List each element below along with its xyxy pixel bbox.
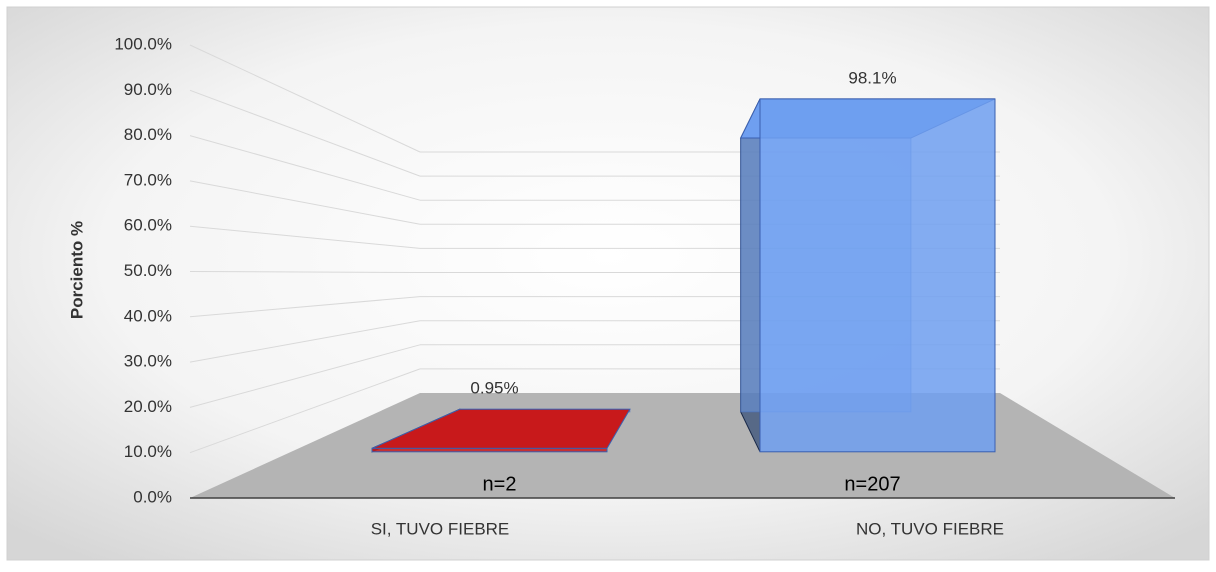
grid-line [189, 296, 421, 318]
y-tick-label: 40.0% [124, 306, 172, 325]
grid-line [189, 44, 421, 153]
x-tick-label: NO, TUVO FIEBRE [856, 519, 1004, 538]
y-tick-label: 0.0% [133, 487, 172, 506]
y-tick-label: 100.0% [114, 34, 172, 53]
y-tick-label: 60.0% [124, 216, 172, 235]
bar-front [371, 447, 608, 453]
annotation: n=2 [483, 473, 517, 495]
grid-line [189, 180, 421, 225]
annotation: n=207 [844, 473, 900, 495]
grid-line [189, 368, 421, 454]
y-tick-label: 50.0% [124, 261, 172, 280]
data-label: 0.95% [470, 379, 518, 398]
grid-line [189, 271, 421, 273]
grid-line [189, 344, 421, 408]
grid-line [189, 89, 421, 177]
grid-line [189, 135, 421, 201]
y-tick-label: 10.0% [124, 442, 172, 461]
x-tick-label: SI, TUVO FIEBRE [371, 519, 510, 538]
grid-line [189, 320, 421, 363]
y-tick-label: 30.0% [124, 352, 172, 371]
y-tick-label: 90.0% [124, 80, 172, 99]
data-label: 98.1% [848, 68, 896, 87]
y-tick-label: 20.0% [124, 397, 172, 416]
y-tick-label: 80.0% [124, 125, 172, 144]
y-tick-label: 70.0% [124, 170, 172, 189]
grid-line [189, 225, 421, 249]
y-axis-label: Porciento % [67, 221, 86, 319]
bar-front [759, 98, 996, 453]
